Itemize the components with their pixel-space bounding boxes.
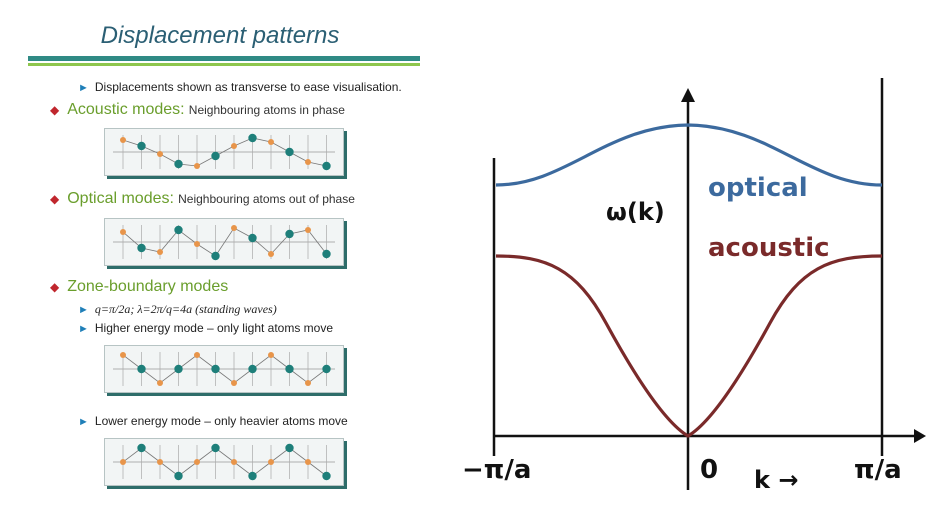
- light-atom: [305, 227, 311, 233]
- diamond-bullet-icon: ◆: [50, 280, 60, 294]
- light-atom: [120, 459, 126, 465]
- heavy-atom: [322, 161, 331, 171]
- light-atom: [157, 380, 163, 386]
- heavy-atom: [322, 364, 331, 374]
- arrow-bullet-icon: ►: [78, 323, 89, 335]
- title-rule-green: [28, 63, 420, 66]
- heavy-atom: [322, 471, 331, 481]
- arrow-bullet-icon: ►: [78, 304, 89, 316]
- optical-heading: Optical modes:: [67, 190, 174, 207]
- zone-sub-text-3: Lower energy mode – only heavier atoms m…: [94, 414, 348, 428]
- zone-boundary-bullet: ◆ Zone-boundary modes: [50, 278, 228, 296]
- acoustic-desc: Neighbouring atoms in phase: [188, 103, 345, 117]
- light-atom: [120, 137, 126, 143]
- heavy-atom: [174, 364, 183, 374]
- zone-sub-bullet-1: ► q=π/2a; λ=2π/q=4a (standing waves): [78, 302, 277, 317]
- heavy-atom: [248, 233, 257, 243]
- x-tick-zero: 0: [700, 455, 718, 485]
- heavy-atom: [137, 243, 146, 253]
- x-axis-label: k →: [754, 466, 798, 494]
- heavy-atom: [211, 443, 220, 453]
- light-atom: [305, 380, 311, 386]
- heavy-atom: [285, 229, 294, 239]
- zone-sub-text-2: Higher energy mode – only light atoms mo…: [94, 321, 334, 335]
- heavy-atom: [248, 471, 257, 481]
- acoustic-label: acoustic: [708, 233, 830, 263]
- y-axis-arrow-icon: [681, 88, 695, 102]
- dispersion-plot: ω(k) optical acoustic −π/a 0 π/a k →: [456, 78, 940, 523]
- note-bullet: ► Displacements shown as transverse to ea…: [78, 80, 402, 94]
- optical-label: optical: [708, 173, 808, 203]
- light-atom: [231, 459, 237, 465]
- heavy-atom: [211, 364, 220, 374]
- light-atom: [305, 459, 311, 465]
- diamond-bullet-icon: ◆: [50, 103, 60, 117]
- zone-sub-bullet-2: ► Higher energy mode – only light atoms m…: [78, 321, 333, 335]
- zone-sub-text-1: q=π/2a; λ=2π/q=4a (standing waves): [94, 302, 277, 316]
- heavy-atom: [285, 147, 294, 157]
- heavy-atom: [285, 364, 294, 374]
- high-energy-mode-diagram: [104, 345, 344, 393]
- light-atom: [194, 459, 200, 465]
- heavy-atom: [248, 364, 257, 374]
- light-atom: [157, 459, 163, 465]
- heavy-atom: [137, 364, 146, 374]
- light-atom: [120, 229, 126, 235]
- light-atom: [268, 251, 274, 257]
- arrow-bullet-icon: ►: [78, 82, 89, 94]
- note-text: Displacements shown as transverse to eas…: [94, 80, 402, 94]
- optical-branch-curve: [495, 123, 883, 187]
- light-atom: [268, 352, 274, 358]
- optical-desc: Neighbouring atoms out of phase: [178, 192, 355, 206]
- acoustic-bullet: ◆ Acoustic modes: Neighbouring atoms in p…: [50, 101, 345, 119]
- light-atom: [194, 352, 200, 358]
- acoustic-mode-diagram: [104, 128, 344, 176]
- slide-title: Displacement patterns: [100, 22, 340, 49]
- heavy-atom: [137, 141, 146, 151]
- optical-mode-diagram: [104, 218, 344, 266]
- x-tick-minus-pi-over-a: −π/a: [462, 455, 531, 485]
- heavy-atom: [285, 443, 294, 453]
- light-atom: [157, 249, 163, 255]
- light-atom: [120, 352, 126, 358]
- x-axis-arrow-icon: [914, 429, 926, 443]
- diamond-bullet-icon: ◆: [50, 192, 60, 206]
- x-tick-pi-over-a: π/a: [854, 455, 902, 485]
- title-rule-teal: [28, 56, 420, 61]
- light-atom: [231, 143, 237, 149]
- heavy-atom: [174, 471, 183, 481]
- heavy-atom: [322, 249, 331, 259]
- heavy-atom: [174, 159, 183, 169]
- light-atom: [305, 159, 311, 165]
- zone-sub-bullet-3: ► Lower energy mode – only heavier atoms …: [78, 414, 348, 428]
- light-atom: [231, 225, 237, 231]
- heavy-atom: [137, 443, 146, 453]
- low-energy-mode-diagram: [104, 438, 344, 486]
- optical-bullet: ◆ Optical modes: Neighbouring atoms out o…: [50, 190, 355, 208]
- heavy-atom: [211, 151, 220, 161]
- light-atom: [194, 241, 200, 247]
- acoustic-heading: Acoustic modes:: [67, 101, 185, 118]
- zone-boundary-heading: Zone-boundary modes: [67, 278, 229, 295]
- heavy-atom: [174, 225, 183, 235]
- light-atom: [157, 151, 163, 157]
- dispersion-svg: ω(k) optical acoustic −π/a 0 π/a k →: [462, 78, 926, 494]
- heavy-atom: [211, 251, 220, 261]
- light-atom: [231, 380, 237, 386]
- acoustic-branch-curve: [495, 254, 883, 438]
- displacement-slide: Displacement patterns ► Displacements sho…: [0, 0, 440, 523]
- heavy-atom: [248, 133, 257, 143]
- light-atom: [268, 139, 274, 145]
- light-atom: [268, 459, 274, 465]
- arrow-bullet-icon: ►: [78, 416, 89, 428]
- light-atom: [194, 163, 200, 169]
- omega-axis-label: ω(k): [606, 198, 665, 226]
